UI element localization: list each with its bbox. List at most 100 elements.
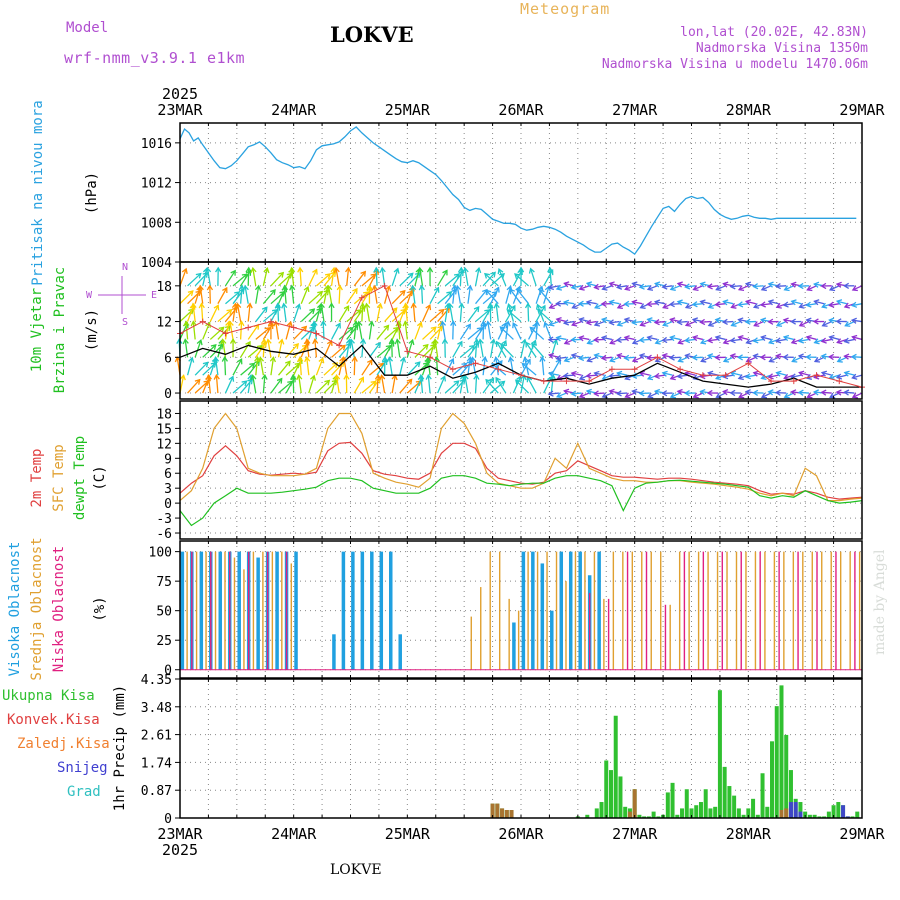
- wind-arrow: [632, 320, 643, 324]
- precip-bar: [608, 770, 613, 818]
- wind-arrow: [527, 303, 530, 322]
- wind-arrow: [474, 268, 480, 286]
- cloud-bar: [195, 551, 198, 670]
- precip-tick-label: 0.87: [141, 784, 172, 799]
- wind-arrowhead: [525, 341, 531, 348]
- wind-arrow: [353, 377, 364, 394]
- wind-arrowhead: [593, 336, 600, 343]
- wind-arrowhead: [715, 285, 722, 292]
- wind-arrow: [479, 339, 484, 358]
- wind-arrow: [829, 374, 840, 379]
- wind-arrow: [194, 286, 202, 304]
- wind-arrowhead: [706, 337, 713, 344]
- precip-tick-label: 4.35: [141, 673, 172, 688]
- wind-arrowhead: [547, 390, 554, 397]
- wind-gust-point: [427, 354, 434, 361]
- wind-arrowhead: [820, 337, 827, 344]
- wind-arrow: [330, 323, 341, 340]
- wind-arrowhead: [668, 300, 675, 308]
- wind-arrowhead: [729, 283, 736, 290]
- wind-arrow: [421, 304, 431, 322]
- wind-arrowhead: [722, 389, 729, 396]
- cloud-bar: [370, 551, 374, 670]
- time-tick-bottom: 28MAR: [726, 825, 772, 843]
- cloud-bar: [531, 551, 535, 670]
- wind-arrow: [399, 379, 413, 394]
- cloud-bar: [783, 551, 785, 670]
- wind-arrowhead: [745, 356, 752, 363]
- wind-arrow: [247, 345, 263, 358]
- wind-arrow: [308, 269, 318, 287]
- grid-layer: [180, 123, 862, 819]
- wind-arrow: [654, 320, 666, 324]
- wind-arrowhead: [210, 344, 217, 350]
- wind-arrow: [353, 357, 356, 376]
- model-elevation: Nadmorska Visina u modelu 1470.06m: [601, 57, 868, 72]
- wind-arrowhead: [775, 321, 783, 327]
- wind-arrow: [490, 287, 500, 304]
- wind-arrow: [640, 320, 651, 326]
- wind-gust-point: [790, 378, 797, 385]
- wind-arrow: [358, 321, 363, 340]
- wind-arrowhead: [737, 301, 744, 308]
- precip-bar: [788, 770, 793, 818]
- wind-arrowhead: [462, 266, 469, 273]
- wind-arrowhead: [226, 308, 233, 315]
- wind-arrowhead: [836, 338, 843, 345]
- wind-arrowhead: [783, 285, 790, 292]
- wind-arrow: [836, 374, 847, 379]
- wind-arrow: [252, 267, 257, 286]
- wind-arrowhead: [537, 285, 544, 292]
- wind-arrowhead: [745, 338, 752, 345]
- wind-arrow: [429, 339, 436, 358]
- wind-arrowhead: [624, 284, 631, 291]
- wind-tick-label: 0: [164, 387, 172, 402]
- wind-arrowhead: [692, 285, 699, 291]
- time-tick-top: 29MAR: [839, 101, 885, 119]
- wind-arrow: [715, 303, 726, 306]
- wind-arrowhead: [352, 287, 358, 294]
- wind-arrowhead: [775, 353, 782, 360]
- wind-arrowhead: [669, 335, 676, 342]
- wind-arrow: [240, 341, 251, 358]
- wind-arrow: [738, 336, 749, 341]
- wind-arrowhead: [528, 267, 535, 274]
- wind-arrow: [427, 375, 431, 394]
- wind-arrowhead: [458, 266, 465, 273]
- wind-gust-point: [654, 354, 661, 361]
- wind-arrow: [285, 343, 299, 358]
- wind-arrow: [799, 371, 810, 376]
- wind-arrow: [844, 391, 855, 394]
- wind-arrowhead: [706, 353, 714, 360]
- wind-arrowhead: [547, 266, 554, 273]
- wind-arrow: [723, 300, 734, 305]
- wind-gust-point: [495, 366, 502, 373]
- wind-arrow: [609, 301, 620, 305]
- time-tick-top: 24MAR: [271, 101, 317, 119]
- wind-arrow: [444, 380, 460, 394]
- wind-arrowhead: [555, 335, 562, 342]
- wind-arrowhead: [242, 284, 249, 291]
- wind-arrowhead: [499, 380, 506, 387]
- wind-arrowhead: [600, 354, 607, 362]
- wind-arrowhead: [774, 389, 781, 396]
- wind-arrow: [844, 371, 855, 376]
- wind-arrow: [320, 303, 325, 322]
- wind-arrowhead: [517, 266, 525, 273]
- wind-arrow: [586, 320, 597, 324]
- wind-arrow: [610, 356, 620, 362]
- wind-arrow: [692, 303, 703, 306]
- wind-arrowhead: [547, 336, 554, 343]
- cloud-bar: [266, 551, 269, 670]
- wind-arrow: [412, 303, 416, 322]
- cloud-bar: [191, 551, 193, 670]
- wind-arrow: [579, 318, 590, 323]
- wind-arrow: [186, 357, 193, 376]
- wind-arrowhead: [699, 338, 707, 345]
- wind-arrowhead: [381, 355, 388, 362]
- wind-arrow: [437, 291, 452, 305]
- wind-arrow: [852, 392, 863, 398]
- precip-bar: [784, 808, 789, 818]
- wind-arrowhead: [366, 284, 373, 291]
- wind-arrow: [769, 356, 779, 363]
